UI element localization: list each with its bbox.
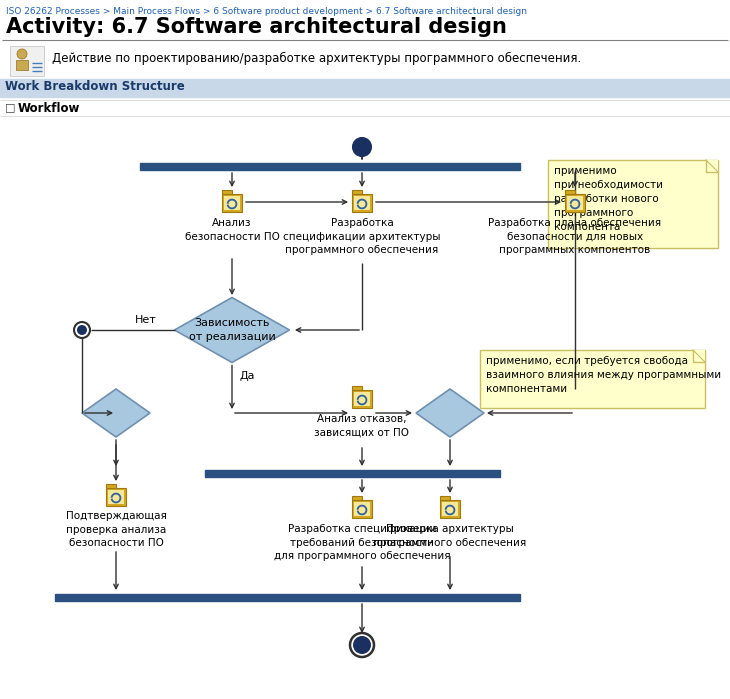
Text: Разработка
спецификации архитектуры
программного обеспечения: Разработка спецификации архитектуры прог…: [283, 218, 441, 255]
Text: Разработка спецификации
требований безопасности
для программного обеспечения: Разработка спецификации требований безоп…: [274, 524, 450, 561]
Bar: [440, 500, 460, 518]
Bar: [0, 79, 730, 97]
Bar: [352, 390, 372, 408]
Bar: [565, 194, 585, 212]
Bar: [205, 470, 500, 477]
Polygon shape: [82, 389, 150, 437]
Bar: [565, 190, 575, 194]
Text: Подтверждающая
проверка анализа
безопасности ПО: Подтверждающая проверка анализа безопасн…: [66, 511, 166, 548]
Bar: [352, 190, 362, 194]
Bar: [442, 502, 458, 516]
Bar: [354, 502, 370, 516]
Bar: [352, 386, 362, 390]
Bar: [140, 163, 520, 170]
Bar: [352, 194, 372, 212]
Text: Work Breakdown Structure: Work Breakdown Structure: [5, 80, 185, 93]
Polygon shape: [706, 160, 718, 172]
Text: Анализ
безопасности ПО: Анализ безопасности ПО: [185, 218, 280, 242]
FancyBboxPatch shape: [548, 160, 718, 248]
FancyBboxPatch shape: [480, 350, 705, 408]
Text: Нет: Нет: [135, 315, 156, 325]
Bar: [352, 500, 372, 518]
Bar: [222, 190, 232, 194]
Text: □: □: [5, 102, 15, 112]
Bar: [354, 196, 370, 210]
Bar: [440, 496, 450, 500]
Circle shape: [350, 633, 374, 657]
Circle shape: [353, 138, 371, 156]
Polygon shape: [693, 350, 705, 362]
Text: Анализ отказов,
зависящих от ПО: Анализ отказов, зависящих от ПО: [315, 414, 410, 438]
Text: Workflow: Workflow: [18, 102, 80, 115]
Text: Activity: 6.7 Software architectural design: Activity: 6.7 Software architectural des…: [6, 17, 507, 37]
Bar: [10, 46, 44, 76]
Text: применимо
при необходимости
разработки нового
программного
компонента: применимо при необходимости разработки н…: [554, 166, 663, 232]
Polygon shape: [174, 298, 290, 363]
Text: Проверка архитектуры
программного обеспечения: Проверка архитектуры программного обеспе…: [373, 524, 526, 547]
Circle shape: [74, 322, 90, 338]
Circle shape: [353, 636, 371, 654]
Circle shape: [77, 325, 87, 335]
Bar: [567, 196, 583, 210]
Bar: [354, 392, 370, 406]
Bar: [106, 484, 116, 488]
Bar: [108, 490, 124, 504]
Bar: [352, 496, 362, 500]
Bar: [224, 196, 240, 210]
Polygon shape: [416, 389, 484, 437]
Text: Зависимость
от реализации: Зависимость от реализации: [188, 318, 275, 342]
Text: ISO 26262 Processes > Main Process Flows > 6 Software product development > 6.7 : ISO 26262 Processes > Main Process Flows…: [6, 7, 527, 16]
Text: Да: Да: [240, 370, 256, 380]
Text: Действие по проектированию/разработке архитектуры программного обеспечения.: Действие по проектированию/разработке ар…: [52, 52, 581, 64]
Bar: [222, 194, 242, 212]
Circle shape: [17, 49, 27, 59]
FancyBboxPatch shape: [16, 60, 28, 70]
Bar: [106, 488, 126, 506]
Bar: [55, 594, 520, 601]
Text: применимо, если требуется свобода
взаимного влияния между программными
компонент: применимо, если требуется свобода взаимн…: [486, 356, 721, 394]
Text: Разработка плана обеспечения
безопасности для новых
программных компонентов: Разработка плана обеспечения безопасност…: [488, 218, 661, 255]
